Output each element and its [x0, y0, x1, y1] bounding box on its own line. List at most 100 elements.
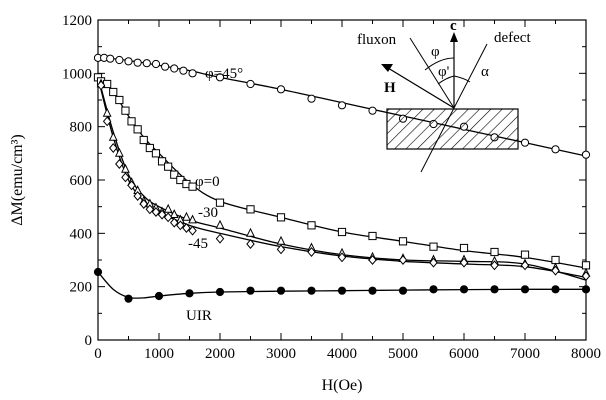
data-point-s3: [169, 217, 179, 228]
data-point-s2: [246, 227, 255, 237]
data-point-s0: [581, 150, 591, 159]
x-tick-label: 7000: [510, 346, 540, 362]
inset-label-phi: φ: [431, 44, 440, 60]
data-point-s4: [93, 267, 103, 277]
inset-label-defect: defect: [494, 30, 531, 46]
data-point-s4: [124, 294, 133, 303]
data-point-s1: [133, 125, 142, 134]
data-point-s4: [398, 286, 408, 295]
data-point-s3: [337, 252, 347, 263]
data-point-s1: [170, 170, 179, 179]
data-point-s2: [163, 203, 173, 213]
data-point-s2: [215, 219, 225, 229]
inset-label-alpha: α: [481, 64, 489, 80]
x-axis-title: H(Oe): [322, 377, 363, 394]
data-point-s3: [121, 172, 130, 183]
x-tick-label: 3000: [266, 346, 296, 362]
data-point-s1: [368, 231, 377, 241]
data-point-s4: [154, 291, 164, 301]
data-point-s1: [164, 162, 173, 171]
data-point-s2: [121, 163, 130, 173]
data-point-s3: [115, 159, 124, 169]
data-point-s3: [139, 199, 149, 209]
y-tick-label: 0: [85, 333, 93, 349]
data-point-s1: [276, 213, 286, 222]
data-point-s3: [459, 257, 469, 268]
data-point-s1: [337, 227, 347, 237]
y-tick-label: 1000: [62, 66, 92, 82]
data-point-s3: [398, 255, 408, 265]
data-point-s1: [145, 143, 154, 153]
data-markers: [93, 53, 591, 303]
data-point-s4: [490, 285, 499, 294]
y-tick-label: 400: [70, 226, 93, 242]
x-tick-label: 2000: [205, 346, 235, 362]
inset-fluxon-line: [409, 37, 455, 109]
inset-sample-block: [386, 108, 519, 150]
data-point-s3: [102, 116, 112, 127]
data-point-s1: [115, 95, 124, 105]
data-point-s3: [145, 204, 155, 215]
data-point-s4: [429, 285, 438, 294]
data-point-s1: [151, 149, 161, 158]
y-tick-label: 200: [70, 280, 93, 296]
inset-h-arrowhead: [381, 64, 393, 72]
data-point-s4: [551, 285, 560, 294]
data-point-s3: [490, 260, 499, 271]
y-tick-label: 1200: [62, 13, 92, 29]
data-point-s0: [188, 69, 197, 78]
inset-angle-arc-phiprime: [437, 75, 455, 85]
data-point-s4: [581, 285, 591, 294]
axes: 0 1000 2000 3000 4000 5000 6000 7000 8000 0 200 400…: [9, 13, 601, 394]
data-point-s3: [429, 257, 438, 268]
data-point-s3: [520, 260, 530, 271]
x-tick-label: 6000: [449, 346, 479, 362]
data-point-s3: [276, 244, 286, 255]
data-point-s0: [276, 85, 286, 94]
inset-label-c: c: [450, 18, 457, 34]
inset-diagram: fluxon c defect φ φ' α H: [357, 18, 531, 173]
data-point-s3: [307, 247, 316, 257]
data-point-s3: [551, 265, 560, 276]
data-point-s0: [307, 94, 316, 103]
x-tick-label: 4000: [327, 346, 357, 362]
data-point-s3: [188, 225, 197, 236]
data-point-s1: [459, 243, 469, 253]
data-point-s1: [139, 135, 148, 145]
data-point-s4: [520, 285, 530, 294]
data-point-s3: [215, 233, 225, 244]
data-point-s1: [127, 117, 136, 126]
series-label-phi0: φ=0: [195, 174, 220, 190]
data-point-s3: [368, 255, 377, 265]
data-point-s3: [151, 207, 161, 217]
data-point-s3: [163, 212, 173, 223]
data-point-s2: [169, 209, 179, 219]
data-point-s0: [151, 59, 161, 69]
y-tick-label: 800: [70, 120, 93, 136]
inset-label-fluxon: fluxon: [357, 32, 397, 48]
data-point-s1: [121, 106, 130, 115]
data-point-s2: [108, 131, 118, 141]
data-point-s3: [96, 80, 106, 91]
inset-angle-arc-alpha: [453, 75, 471, 83]
data-point-s3: [157, 209, 167, 220]
data-point-s0: [337, 101, 347, 110]
x-tick-label: 8000: [571, 346, 601, 362]
data-point-s0: [115, 55, 124, 65]
data-point-s0: [161, 62, 170, 71]
data-point-s4: [185, 289, 194, 298]
x-tick-label: 0: [94, 346, 102, 362]
data-point-s0: [133, 58, 142, 67]
data-point-s1: [157, 157, 167, 166]
data-point-s0: [142, 59, 151, 68]
series-label-phi45: φ=45°: [205, 66, 243, 82]
data-point-s3: [176, 220, 185, 231]
data-point-s4: [246, 286, 255, 295]
series-label-minus45: -45: [188, 236, 208, 252]
data-point-s1: [215, 198, 225, 207]
data-point-s0: [124, 57, 133, 66]
inset-h-vector: [387, 67, 455, 109]
inset-label-phiprime: φ': [438, 64, 450, 80]
inset-angle-arc-phi: [424, 57, 455, 71]
